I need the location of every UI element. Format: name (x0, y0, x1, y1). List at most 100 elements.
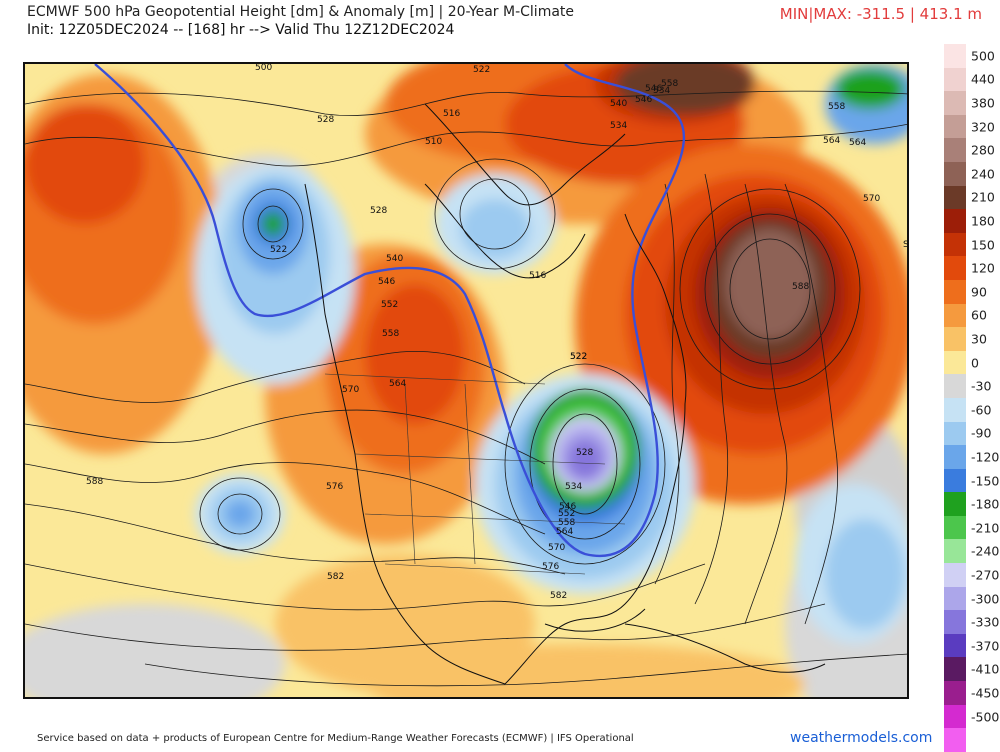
height-label: 558 (382, 329, 399, 339)
height-label: 576 (326, 482, 343, 492)
height-label: 540 (610, 99, 627, 109)
height-label: 546 (559, 502, 576, 512)
color-swatch (944, 350, 966, 375)
color-scale-label: -370 (971, 638, 1000, 654)
color-scale-label: -150 (971, 473, 1000, 489)
color-swatch (944, 91, 966, 115)
color-swatch (944, 728, 966, 752)
height-label: 546 (635, 95, 652, 105)
height-label: S (903, 240, 909, 250)
weather-map: 500 528 522 540 546 534 558 522 516 510 … (23, 62, 909, 699)
height-label: 552 (558, 509, 575, 519)
anomaly-color-scale (944, 44, 966, 752)
height-label: 528 (576, 448, 593, 458)
min-max-readout: MIN|MAX: -311.5 | 413.1 m (779, 5, 982, 23)
height-label: 582 (550, 591, 567, 601)
color-swatch (944, 327, 966, 351)
anomaly-field (25, 64, 907, 697)
color-scale-label: 60 (971, 307, 987, 323)
color-swatch (944, 610, 966, 634)
color-scale-label: -120 (971, 449, 1000, 465)
color-scale-label: -500 (971, 709, 1000, 725)
height-label: 522 (570, 352, 587, 362)
color-swatch (944, 681, 966, 705)
color-swatch (944, 303, 966, 328)
height-label: 534 (565, 482, 582, 492)
height-label: 588 (86, 477, 103, 487)
color-scale-label: -410 (971, 661, 1000, 677)
color-scale-label: 440 (971, 71, 995, 87)
color-scale-label: 320 (971, 119, 995, 135)
color-swatch (944, 657, 966, 682)
color-swatch (944, 563, 966, 587)
color-scale-label: -450 (971, 685, 1000, 701)
color-scale-label: 240 (971, 166, 995, 182)
political-borders (324, 373, 626, 575)
coastlines (304, 103, 826, 685)
height-label: 552 (381, 300, 398, 310)
color-scale-label: 90 (971, 284, 987, 300)
data-credit: Service based on data + products of Euro… (37, 733, 634, 744)
color-scale-label: -60 (971, 402, 992, 418)
height-label: 516 (443, 109, 460, 119)
color-swatch (944, 704, 966, 729)
color-scale-label: 380 (971, 95, 995, 111)
contour-540-line (94, 64, 686, 557)
height-label: 528 (317, 115, 334, 125)
height-label: 582 (327, 572, 344, 582)
color-scale-label: -30 (971, 378, 992, 394)
height-label: 522 (473, 65, 490, 75)
color-scale-label: 280 (971, 142, 995, 158)
height-label: 564 (823, 136, 840, 146)
height-label: 516 (529, 271, 546, 281)
height-label: 558 (828, 102, 845, 112)
height-label: 500 (255, 64, 272, 73)
color-scale-label: 150 (971, 237, 995, 253)
color-swatch (944, 209, 966, 233)
color-scale-label: -240 (971, 543, 1000, 559)
color-swatch (944, 256, 966, 280)
color-scale-label: -330 (971, 614, 1000, 630)
color-scale-label: -300 (971, 591, 1000, 607)
color-swatch (944, 114, 966, 139)
height-label: 570 (863, 194, 880, 204)
color-scale-label: 0 (971, 355, 979, 371)
color-swatch (944, 374, 966, 398)
height-label: 510 (425, 137, 442, 147)
height-label: 534 (610, 121, 627, 131)
height-label: 546 (378, 277, 395, 287)
color-swatch (944, 468, 966, 493)
height-label: 570 (342, 385, 359, 395)
color-swatch (944, 138, 966, 162)
color-swatch (944, 279, 966, 304)
color-scale-label: 210 (971, 189, 995, 205)
color-scale-label: 500 (971, 48, 995, 64)
color-swatch (944, 397, 966, 422)
color-swatch (944, 161, 966, 186)
height-label: 564 (389, 379, 406, 389)
height-label: 570 (548, 543, 565, 553)
height-label: 558 (661, 79, 678, 89)
color-swatch (944, 232, 966, 257)
color-scale-label: -210 (971, 520, 1000, 536)
brand-link[interactable]: weathermodels.com (790, 730, 933, 746)
color-swatch (944, 539, 966, 564)
height-label: 564 (849, 138, 866, 148)
height-label: 588 (792, 282, 809, 292)
height-label: 528 (370, 206, 387, 216)
color-scale-label: 30 (971, 331, 987, 347)
color-swatch (944, 185, 966, 210)
color-swatch (944, 44, 966, 68)
anomaly-map-canvas: 500 528 522 540 546 534 558 522 516 510 … (25, 64, 909, 697)
map-title: ECMWF 500 hPa Geopotential Height [dm] &… (27, 4, 575, 20)
height-label: 522 (270, 245, 287, 255)
color-scale-label: 120 (971, 260, 995, 276)
height-label: 522 (570, 352, 587, 362)
height-contours (25, 90, 907, 687)
height-label: 540 (386, 254, 403, 264)
map-subtitle: Init: 12Z05DEC2024 -- [168] hr --> Valid… (27, 22, 455, 38)
color-scale-label: 180 (971, 213, 995, 229)
color-scale-label: -270 (971, 567, 1000, 583)
color-swatch (944, 421, 966, 446)
color-swatch (944, 586, 966, 611)
